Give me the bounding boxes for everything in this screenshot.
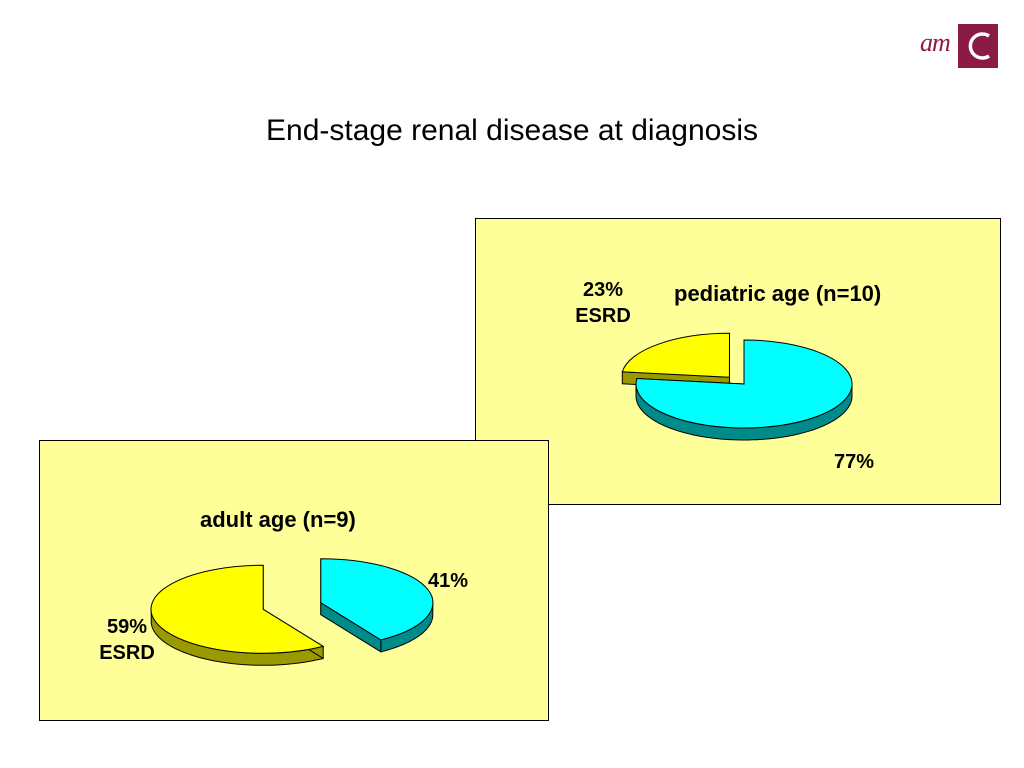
pie-slice-top [621, 332, 731, 378]
data-label-pediatric-other: 77% [824, 449, 884, 475]
data-label-adult-esrd: 59% ESRD [92, 614, 162, 666]
data-label-adult-other: 41% [418, 568, 478, 594]
chart-title-pediatric: pediatric age (n=10) [674, 281, 882, 306]
data-label-value: 41% [427, 570, 469, 592]
data-label-category: ESRD [575, 305, 631, 327]
logo-text: am [920, 28, 951, 57]
pie-slice-top [320, 558, 434, 641]
pie-slice-top [635, 339, 853, 429]
chart-panel-pediatric: pediatric age (n=10) 23% ESRD 77% [475, 218, 1001, 505]
data-label-category: ESRD [99, 642, 155, 664]
pie-slice-top [150, 564, 325, 654]
slide-title: End-stage renal disease at diagnosis [266, 114, 758, 147]
pie-slice-1 [150, 564, 325, 666]
chart-title-adult: adult age (n=9) [200, 507, 356, 532]
pediatric-pie-chart [621, 332, 853, 441]
pie-slice-0 [320, 558, 434, 653]
adult-pie-chart [150, 558, 434, 666]
logo-mark [958, 24, 998, 68]
data-label-value: 23% [582, 279, 624, 301]
data-label-value: 77% [833, 451, 875, 473]
chart-panel-adult: adult age (n=9) 41% 59% ESRD [39, 440, 549, 721]
pie-slice-1 [635, 339, 853, 441]
data-label-value: 59% [106, 616, 148, 638]
logo-c-icon [968, 32, 990, 60]
amc-logo: am [918, 22, 1000, 72]
data-label-pediatric-esrd: 23% ESRD [568, 277, 638, 329]
